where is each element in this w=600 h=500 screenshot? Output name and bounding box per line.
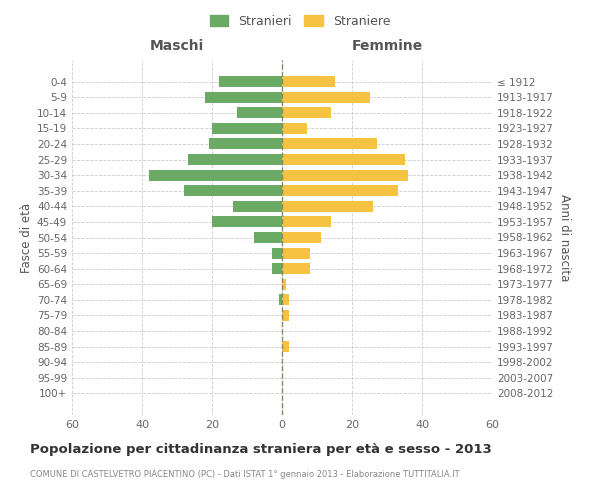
Bar: [282, 170, 408, 180]
Bar: [282, 108, 331, 118]
Bar: [282, 310, 289, 321]
Bar: [212, 216, 282, 228]
Bar: [282, 341, 289, 352]
Y-axis label: Fasce di età: Fasce di età: [20, 202, 33, 272]
Bar: [205, 92, 282, 102]
Bar: [282, 76, 335, 87]
Bar: [282, 248, 310, 258]
Bar: [278, 294, 282, 306]
Y-axis label: Anni di nascita: Anni di nascita: [558, 194, 571, 281]
Bar: [282, 186, 398, 196]
Bar: [233, 201, 282, 212]
Bar: [282, 201, 373, 212]
Bar: [271, 248, 282, 258]
Text: Femmine: Femmine: [352, 39, 422, 53]
Bar: [282, 138, 377, 149]
Bar: [282, 294, 289, 306]
Text: Maschi: Maschi: [150, 39, 204, 53]
Bar: [282, 92, 370, 102]
Bar: [254, 232, 282, 243]
Bar: [212, 123, 282, 134]
Bar: [219, 76, 282, 87]
Bar: [282, 154, 404, 165]
Bar: [282, 232, 320, 243]
Bar: [282, 123, 307, 134]
Text: COMUNE DI CASTELVETRO PIACENTINO (PC) - Dati ISTAT 1° gennaio 2013 - Elaborazion: COMUNE DI CASTELVETRO PIACENTINO (PC) - …: [30, 470, 460, 479]
Bar: [184, 186, 282, 196]
Bar: [149, 170, 282, 180]
Bar: [271, 263, 282, 274]
Bar: [209, 138, 282, 149]
Bar: [282, 216, 331, 228]
Text: Popolazione per cittadinanza straniera per età e sesso - 2013: Popolazione per cittadinanza straniera p…: [30, 442, 492, 456]
Bar: [282, 279, 286, 289]
Bar: [282, 263, 310, 274]
Bar: [187, 154, 282, 165]
Legend: Stranieri, Straniere: Stranieri, Straniere: [206, 11, 394, 32]
Bar: [236, 108, 282, 118]
